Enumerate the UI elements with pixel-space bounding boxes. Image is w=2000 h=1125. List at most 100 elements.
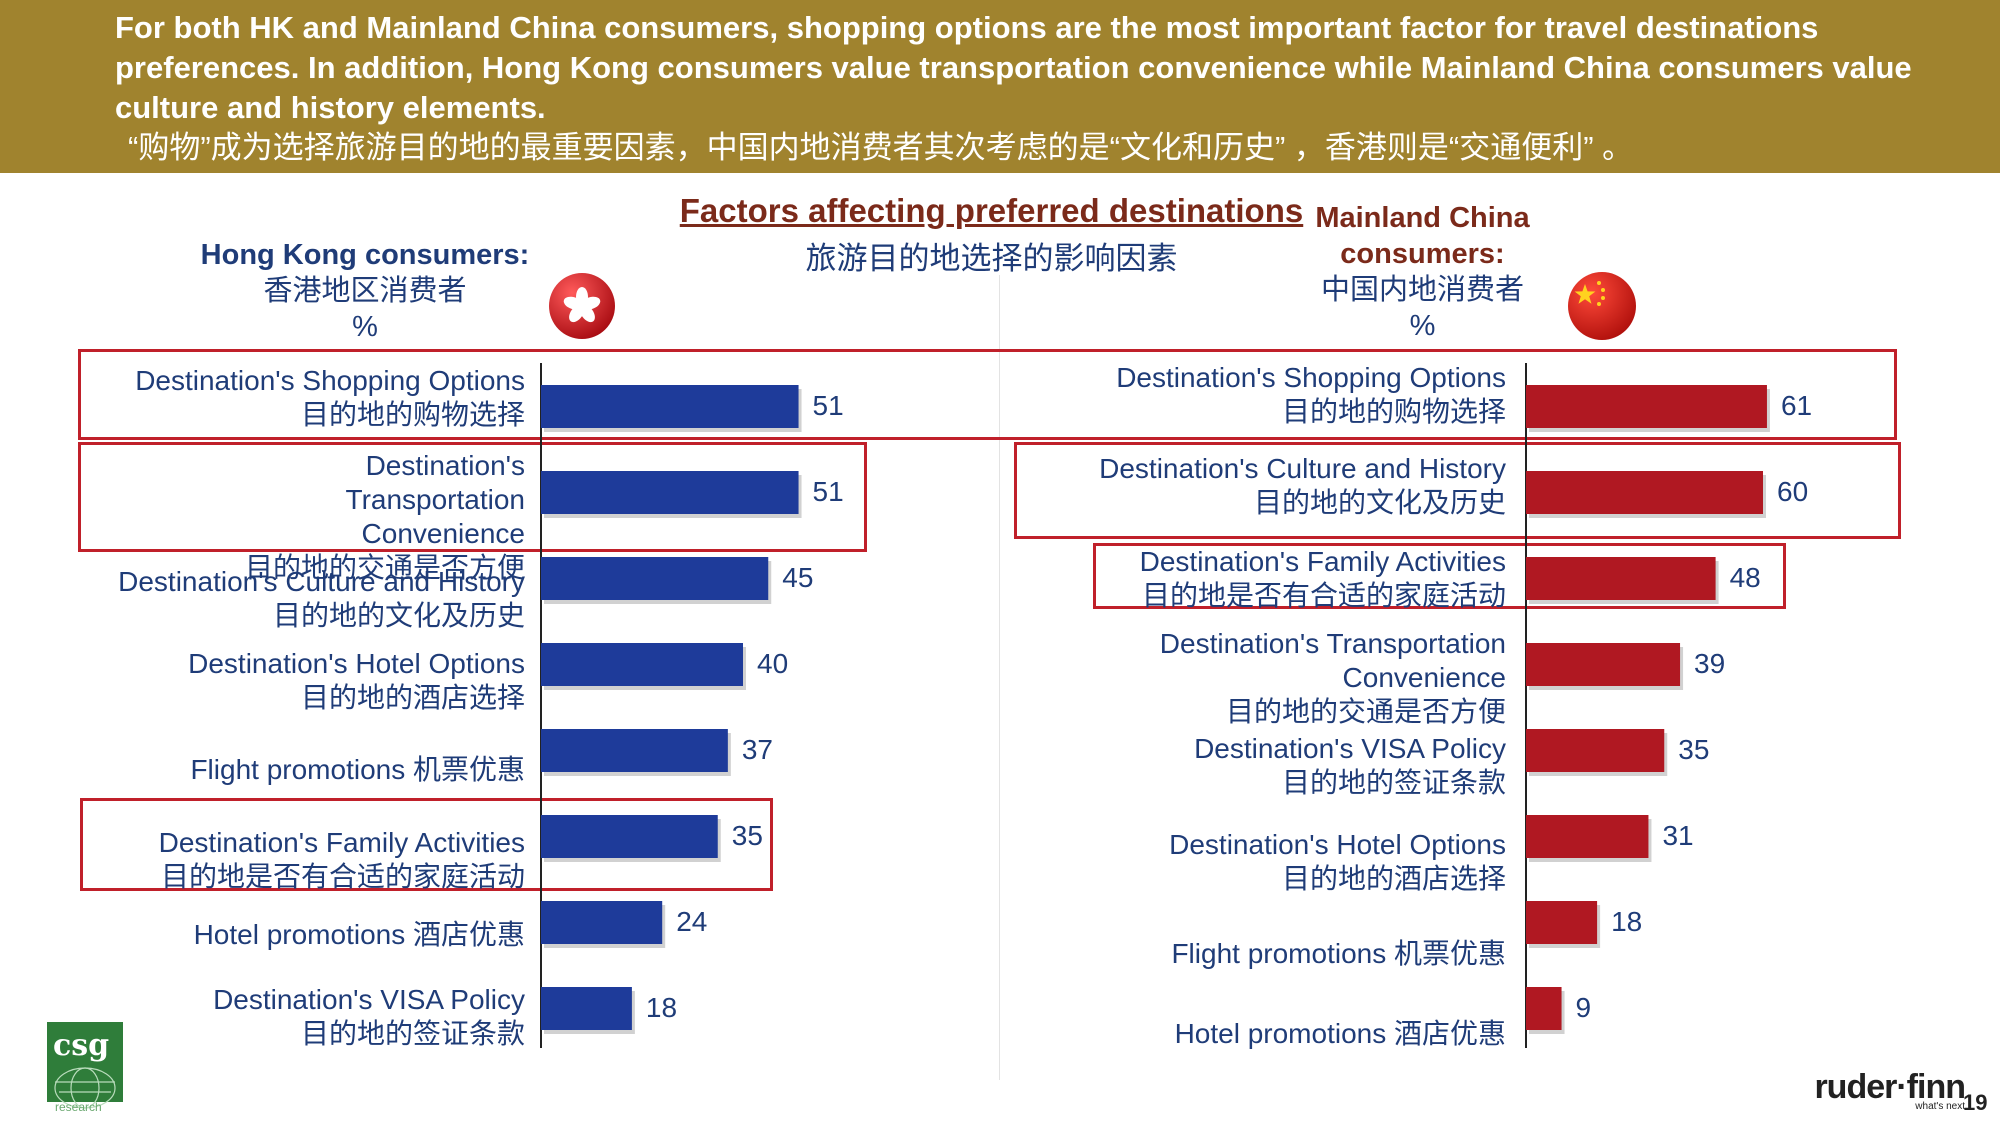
center-divider [999,275,1000,1080]
cn-category-label: Destination's Culture and History 目的地的文化… [1030,452,1506,520]
cn-category-label: Destination's Family Activities 目的地是否有合适… [1030,545,1506,613]
cn-bar-value: 35 [1678,734,1709,765]
cn-category-en: Flight promotions 机票优惠 [1171,938,1506,969]
cn-bar [1526,729,1665,772]
cn-category-label: Destination's Hotel Options 目的地的酒店选择 [1030,828,1506,896]
cn-category-cn: 目的地的购物选择 [1281,396,1506,427]
cn-category-cn: 目的地的签证条款 [1281,767,1506,798]
hk-category-label: Flight promotions 机票优惠 [60,753,525,787]
cn-category-en: Destination's Culture and History [1099,453,1506,484]
hk-category-label: Destination's Shopping Options 目的地的购物选择 [60,364,525,432]
cn-series-label-cn: 中国内地消费者 [1320,274,1524,306]
header-english-text: For both HK and Mainland China consumers… [115,10,1912,125]
hk-bar [541,815,718,858]
csg-globe-icon [47,1022,123,1109]
cn-category-en: Hotel promotions 酒店优惠 [1174,1018,1506,1049]
header-banner: For both HK and Mainland China consumers… [0,0,2000,173]
hk-category-cn: 目的地的酒店选择 [300,682,525,713]
cn-bar-value: 61 [1781,390,1812,421]
hk-bar [541,471,799,514]
ruder-finn-name: ruder·finn [1814,1068,1966,1106]
cn-category-cn: 目的地的文化及历史 [1253,487,1506,518]
hk-bar [541,643,743,686]
cn-bar-value: 48 [1730,562,1761,593]
cn-bar [1526,815,1649,858]
hk-bar-value: 51 [813,390,844,421]
hk-category-en: Destination's Shopping Options [135,365,525,396]
hk-category-cn: 目的地的购物选择 [300,399,525,430]
hk-bar [541,385,799,428]
csg-logo-subtext: research [55,1100,102,1114]
hk-category-en: Hotel promotions 酒店优惠 [193,919,525,950]
cn-series-label: Mainland China consumers: [1315,202,1530,270]
hk-category-label: Destination's Family Activities 目的地是否有合适… [60,826,525,894]
hk-category-en: Destination's Hotel Options [188,648,525,679]
hk-category-en: Flight promotions 机票优惠 [190,754,525,785]
chart-title: Factors affecting preferred destinations [679,192,1304,229]
hk-category-label: Destination's Transportation Convenience… [225,449,525,585]
cn-category-cn: 目的地的交通是否方便 [1225,696,1506,727]
cn-bar [1526,471,1763,514]
cn-category-en: Destination's Shopping Options [1116,362,1506,393]
hk-bar [541,987,632,1030]
cn-category-label: Destination's Shopping Options 目的地的购物选择 [1030,361,1506,429]
hk-bar-value: 45 [782,562,813,593]
hk-category-en: Destination's Transportation Convenience [345,450,526,549]
cn-unit: % [1409,310,1436,342]
hk-unit: % [352,311,378,343]
cn-bar [1526,557,1716,600]
hk-bar [541,557,769,600]
cn-bar-value: 31 [1662,820,1693,851]
chart-subtitle: 旅游目的地选择的影响因素 [805,241,1178,276]
hk-bar-value: 37 [742,734,773,765]
hk-category-en: Destination's VISA Policy [213,984,525,1015]
hk-category-en: Destination's Culture and History [118,566,525,597]
csg-logo-text: csg [53,1028,110,1063]
hk-category-cn: 目的地是否有合适的家庭活动 [160,861,525,892]
cn-bar [1526,901,1598,944]
cn-category-label: Hotel promotions 酒店优惠 [1030,1017,1506,1051]
hk-series-label-cn: 香港地区消费者 [263,275,467,307]
hk-bar-value: 40 [757,648,788,679]
hk-category-en: Destination's Family Activities [158,827,525,858]
hk-series-label: Hong Kong consumers: [200,239,530,271]
hk-category-label: Hotel promotions 酒店优惠 [60,918,525,952]
cn-category-label: Destination's VISA Policy 目的地的签证条款 [1030,732,1506,800]
hk-category-cn: 目的地的文化及历史 [272,600,525,631]
hk-bar-value: 18 [646,992,677,1023]
hk-bar [541,901,663,944]
cn-bar [1526,987,1562,1030]
cn-panel-header: Mainland China consumers: 中国内地消费者 % [1290,200,1555,344]
hk-category-cn: 目的地的交通是否方便 [244,552,525,583]
cn-category-en: Destination's Family Activities [1139,546,1506,577]
hk-panel-header: Hong Kong consumers: 香港地区消费者 % [190,237,540,345]
cn-category-label: Destination's Transportation Convenience… [1130,627,1506,729]
hk-category-label: Destination's VISA Policy 目的地的签证条款 [60,983,525,1051]
cn-category-cn: 目的地是否有合适的家庭活动 [1141,580,1506,611]
cn-category-en: Destination's Hotel Options [1169,829,1506,860]
hong-kong-flag-icon [549,273,615,339]
hk-bar-value: 35 [732,820,763,851]
csg-logo: csg research [47,1022,123,1119]
hk-bar-value: 24 [676,906,707,937]
ruder-finn-logo: ruder·finn what's next [1785,1068,1966,1112]
china-flag-icon [1568,272,1636,340]
cn-bar-value: 60 [1777,476,1808,507]
cn-bar-value: 18 [1611,906,1642,937]
cn-bar-value: 9 [1576,992,1592,1023]
cn-category-label: Flight promotions 机票优惠 [1030,937,1506,971]
cn-category-en: Destination's Transportation Convenience [1159,628,1506,693]
cn-category-cn: 目的地的酒店选择 [1281,863,1506,894]
hk-category-label: Destination's Culture and History 目的地的文化… [60,565,525,633]
cn-bar-value: 39 [1694,648,1725,679]
hk-bar [541,729,728,772]
cn-category-en: Destination's VISA Policy [1194,733,1506,764]
cn-bar [1526,385,1767,428]
hk-category-cn: 目的地的签证条款 [300,1018,525,1049]
header-chinese-text: “购物”成为选择旅游目的地的最重要因素，中国内地消费者其次考虑的是“文化和历史”… [128,130,1634,165]
hk-category-label: Destination's Hotel Options 目的地的酒店选择 [60,647,525,715]
hk-bar-value: 51 [813,476,844,507]
cn-bar [1526,643,1681,686]
ruder-finn-tagline: what's next [1915,1101,1965,1112]
